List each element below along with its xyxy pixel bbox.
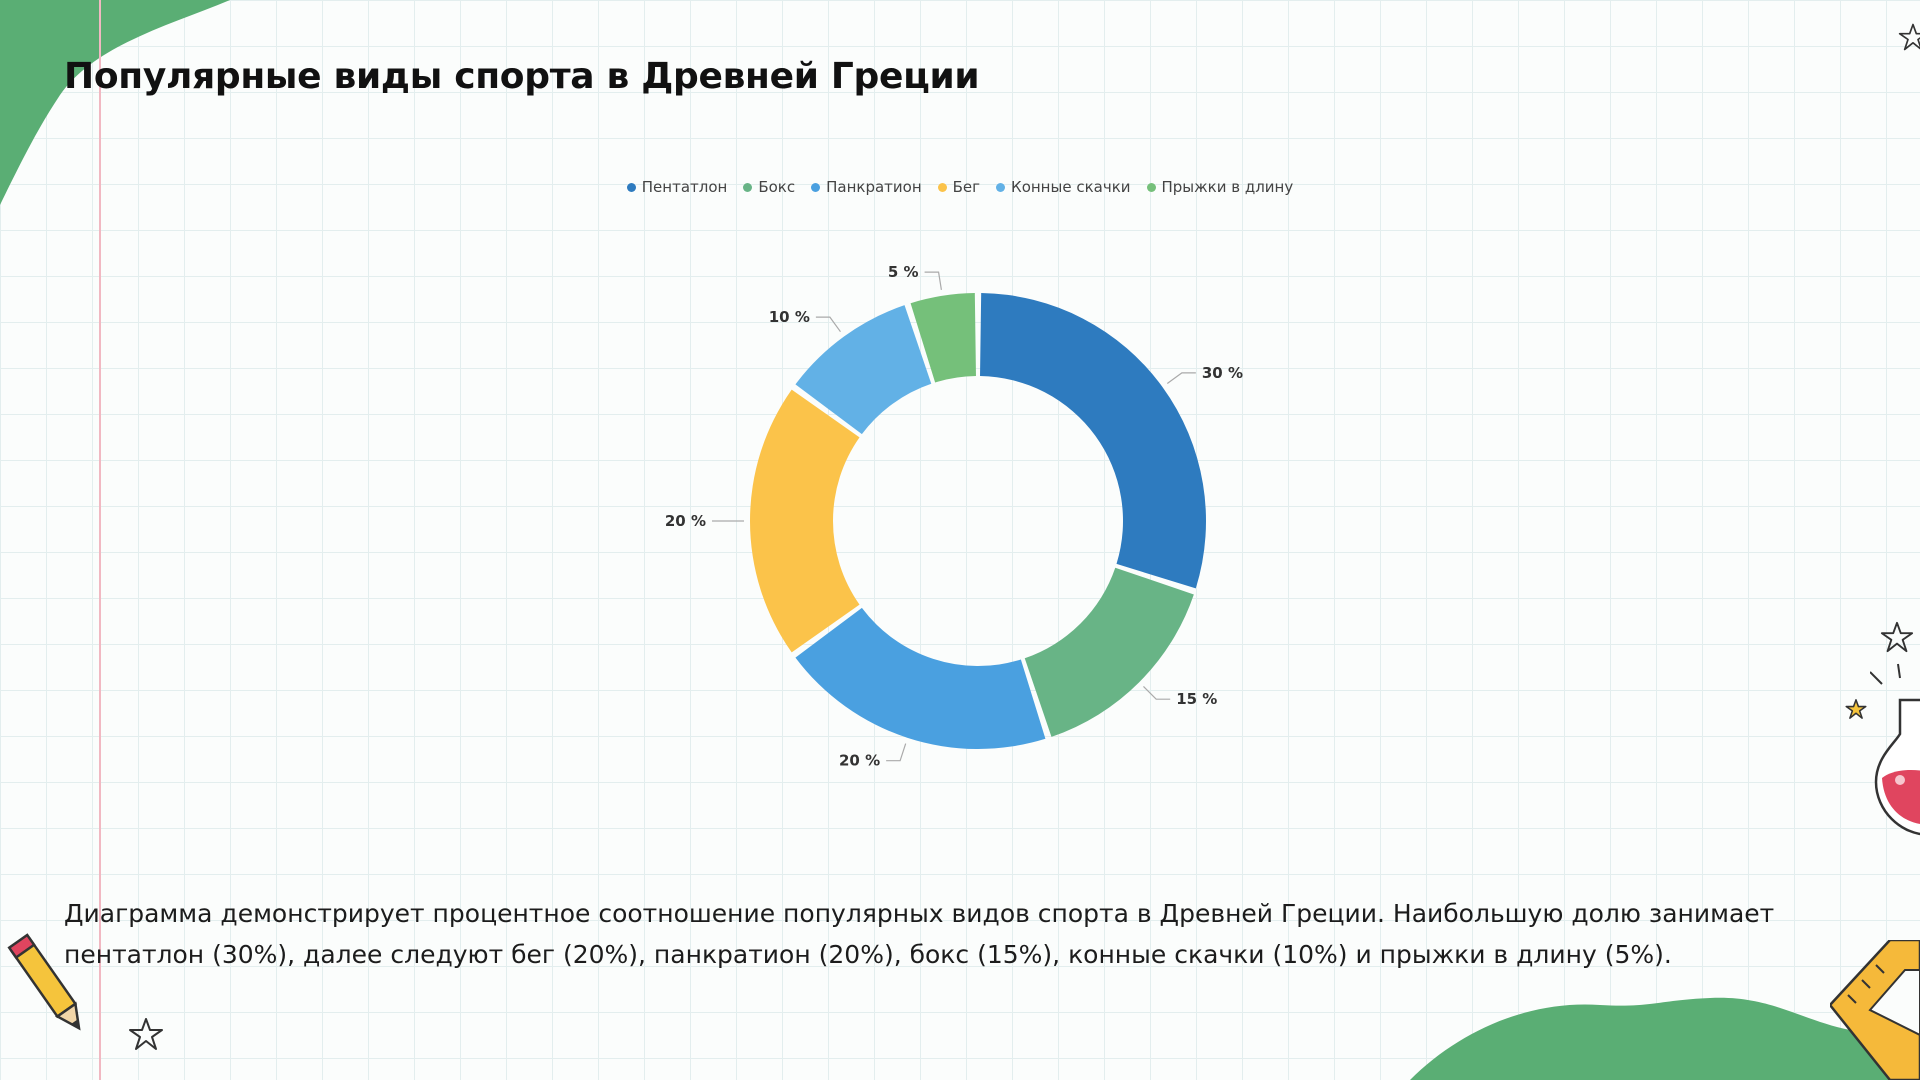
donut-chart: 30 % 15 % 20 % 20 % 10 % 5 %: [665, 263, 1243, 770]
star-icon: [1898, 23, 1920, 51]
notebook-margin-line: [99, 0, 101, 1080]
star-icon: [1880, 621, 1914, 653]
legend-label: Пентатлон: [641, 178, 728, 196]
star-icon: [129, 1018, 163, 1050]
legend-marker: [1146, 182, 1156, 192]
data-label: 15 %: [1176, 690, 1217, 708]
legend-label: Панкратион: [826, 178, 922, 196]
slide-title: Популярные виды спорта в Древней Греции: [64, 56, 980, 97]
chart-description: Диаграмма демонстрирует процентное соотн…: [64, 899, 1775, 969]
data-label: 20 %: [839, 752, 880, 770]
donut-slice[interactable]: [1024, 567, 1194, 737]
label-leader-line: [815, 316, 841, 333]
donut-slice[interactable]: [749, 389, 860, 653]
legend-label: Прыжки в длину: [1161, 178, 1294, 196]
legend-label: Бег: [952, 178, 981, 196]
donut-slice[interactable]: [980, 293, 1206, 589]
legend-item[interactable]: Бокс: [743, 178, 795, 196]
donut-slice[interactable]: [795, 607, 1046, 749]
legend-item[interactable]: Бег: [937, 178, 981, 196]
legend-item[interactable]: Пентатлон: [626, 178, 728, 196]
legend-marker: [811, 182, 821, 192]
data-label: 20 %: [665, 512, 706, 530]
data-label: 10 %: [769, 308, 810, 326]
green-blob-bottom: [1410, 997, 1920, 1080]
chart-legend: Пентатлон Бокс Панкратион Бег Конные скачки П…: [0, 178, 1920, 196]
data-label: 5 %: [888, 263, 919, 281]
data-label: 30 %: [1202, 364, 1243, 382]
flask-icon: [1870, 663, 1920, 836]
legend-marker: [743, 182, 753, 192]
legend-marker: [937, 182, 947, 192]
label-leader-line: [1143, 686, 1171, 700]
legend-item[interactable]: Конные скачки: [996, 178, 1131, 196]
donut-slice[interactable]: [795, 305, 932, 435]
label-leader-line: [1166, 372, 1196, 384]
label-leader-line: [924, 271, 942, 290]
donut-slice[interactable]: [910, 293, 976, 383]
legend-marker: [626, 182, 636, 192]
green-blob-top-left: [0, 0, 230, 205]
legend-item[interactable]: Прыжки в длину: [1146, 178, 1294, 196]
legend-label: Конные скачки: [1011, 178, 1131, 196]
star-icon: [1845, 699, 1867, 719]
legend-label: Бокс: [758, 178, 796, 196]
ruler-icon: [1830, 940, 1920, 1080]
legend-marker: [996, 182, 1006, 192]
pencil-icon: [7, 933, 81, 1031]
legend-item[interactable]: Панкратион: [811, 178, 922, 196]
label-leader-line: [886, 743, 907, 762]
